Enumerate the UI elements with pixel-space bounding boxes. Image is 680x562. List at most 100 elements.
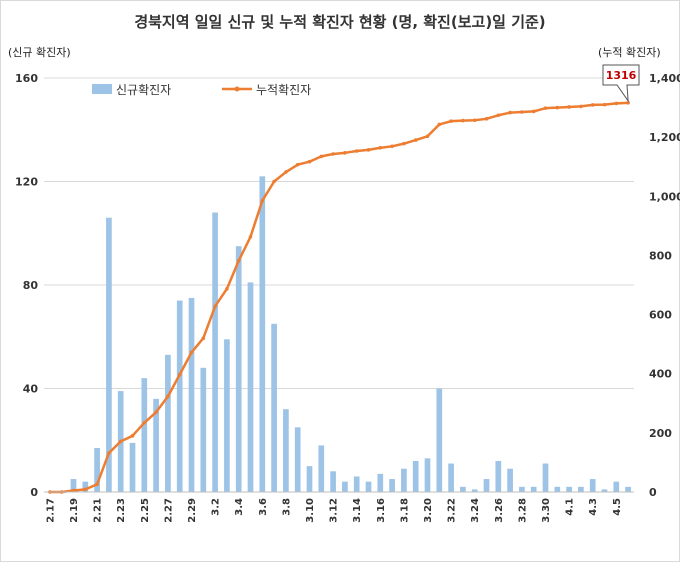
callout-box: [602, 64, 640, 103]
bar: [377, 473, 384, 492]
line-point: [579, 104, 583, 109]
bar: [471, 489, 478, 492]
bar: [153, 398, 159, 492]
x-tick-label: 3.26: [494, 498, 505, 523]
x-tick-label: 3.16: [376, 498, 387, 523]
line-point: [307, 159, 312, 164]
line-point: [437, 122, 442, 127]
y-left-axis: 0 40 80 120 160: [15, 72, 38, 499]
x-tick-label: 3.22: [447, 498, 458, 523]
x-tick-label: 2.23: [116, 498, 127, 523]
line-series: [48, 101, 630, 494]
line-point: [107, 451, 111, 455]
bar: [554, 486, 561, 492]
bar: [70, 479, 77, 492]
line-point: [236, 258, 241, 263]
line-point: [130, 434, 135, 438]
bar: [483, 479, 490, 492]
y-right-tick-label: 1,000: [649, 190, 680, 203]
x-tick-label: 3.8: [281, 498, 292, 516]
line-point: [319, 154, 324, 159]
x-tick-label: 2.17: [45, 498, 56, 523]
line-point: [225, 287, 229, 291]
line-point: [567, 105, 571, 109]
line-point: [71, 488, 76, 493]
x-tick-label: 2.29: [187, 498, 198, 523]
x-tick-label: 3.10: [305, 498, 316, 523]
x-tick-label: 3.24: [470, 498, 481, 523]
bar: [578, 486, 584, 492]
bar: [188, 297, 195, 492]
bar: [294, 427, 301, 492]
bar: [530, 486, 537, 492]
x-tick-label: 4.1: [565, 498, 576, 516]
x-axis: 2.17 2.19 2.21 2.23 2.25 2.27 2.29 3.2 3.4 3.6 3.8…: [44, 491, 634, 523]
legend-swatch-bar: [92, 84, 112, 94]
line-point: [260, 198, 265, 203]
x-tick-label: 2.25: [140, 498, 151, 523]
bar: [460, 486, 466, 492]
y-right-tick-label: 600: [649, 309, 672, 322]
line-point: [602, 102, 607, 107]
line-point: [331, 152, 335, 156]
bar: [495, 460, 502, 492]
line-point: [284, 170, 288, 174]
bar: [436, 388, 443, 492]
line-point: [118, 439, 123, 444]
y-right-tick-label: 800: [649, 249, 672, 262]
line-point: [496, 113, 501, 118]
bar: [165, 354, 171, 492]
x-tick-label: 3.12: [329, 498, 340, 523]
legend-label-line: 누적확진자: [256, 83, 311, 97]
line-point: [201, 336, 206, 341]
line-point: [449, 119, 453, 123]
bar: [94, 448, 100, 492]
bar: [306, 466, 313, 492]
bar: [412, 460, 419, 492]
line-point: [142, 421, 147, 425]
bar: [271, 323, 277, 492]
line-point: [531, 109, 536, 114]
bar: [601, 489, 608, 492]
bar: [389, 479, 395, 492]
x-tick-label: 3.4: [234, 498, 245, 516]
bar: [141, 378, 148, 492]
x-tick-label: 3.2: [211, 498, 222, 516]
line-point: [295, 162, 300, 167]
y-left-axis-label: (신규 확진자): [8, 46, 71, 59]
bar: [82, 481, 89, 492]
chart-title: 경북지역 일일 신규 및 누적 확진자 현황 (명, 확진(보고)일 기준): [134, 13, 545, 31]
x-tick-label: 3.30: [541, 498, 552, 523]
line-point: [626, 101, 630, 105]
bar: [401, 468, 407, 492]
bar: [129, 442, 136, 492]
bar: [566, 486, 572, 492]
line-point: [177, 372, 182, 377]
y-right-tick-label: 1,400: [649, 72, 680, 85]
line-point: [154, 410, 158, 414]
x-tick-label: 3.28: [517, 498, 528, 523]
line-point: [166, 394, 170, 399]
x-tick-label: 2.19: [69, 498, 80, 523]
bar-series: [70, 176, 631, 493]
line-point: [555, 105, 560, 110]
x-tick-label: 3.20: [423, 498, 434, 523]
bar: [259, 176, 266, 492]
callout-label: 1316: [606, 69, 637, 82]
y-right-tick-label: 400: [649, 368, 672, 381]
bar: [330, 471, 336, 492]
line-point: [354, 149, 359, 153]
x-tick-label: 3.6: [258, 498, 269, 516]
y-right-axis-label: (누적 확진자): [598, 46, 661, 59]
bar: [200, 367, 207, 492]
x-tick-label: 2.21: [93, 498, 104, 523]
x-tick-label: 2.27: [163, 498, 174, 523]
line-point: [413, 138, 418, 142]
bar: [283, 409, 289, 492]
bar: [247, 282, 254, 492]
line-point: [213, 304, 217, 309]
bar: [224, 339, 230, 492]
bar: [519, 486, 525, 492]
